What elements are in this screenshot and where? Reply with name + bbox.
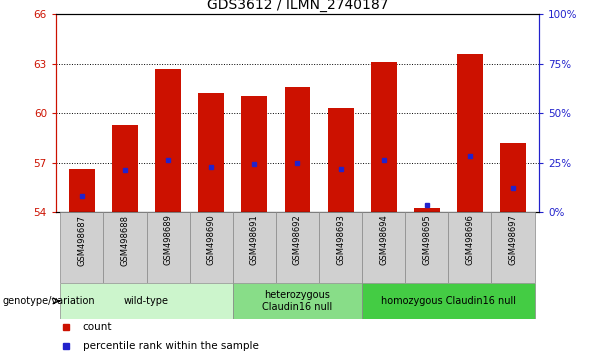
Text: GSM498692: GSM498692 [293, 215, 302, 265]
Bar [233, 212, 276, 283]
Bar [147, 212, 190, 283]
Text: GSM498688: GSM498688 [121, 215, 130, 266]
Bar [362, 212, 405, 283]
Text: GSM498695: GSM498695 [422, 215, 431, 265]
Text: GSM498697: GSM498697 [508, 215, 518, 266]
Bar [241, 96, 267, 212]
Bar [276, 212, 319, 283]
Bar [69, 170, 95, 212]
Text: genotype/variation: genotype/variation [3, 296, 95, 306]
Text: GSM498693: GSM498693 [336, 215, 345, 266]
Bar [319, 212, 362, 283]
Bar [233, 283, 362, 319]
Bar [112, 125, 138, 212]
Bar [370, 62, 396, 212]
Bar [155, 69, 181, 212]
Bar [457, 54, 483, 212]
Bar [414, 208, 440, 212]
Text: percentile rank within the sample: percentile rank within the sample [82, 341, 259, 351]
Text: count: count [82, 321, 112, 332]
Bar [60, 212, 104, 283]
Text: GSM498694: GSM498694 [379, 215, 388, 265]
Bar [448, 212, 491, 283]
Bar [491, 212, 535, 283]
Bar [284, 87, 310, 212]
Bar [362, 283, 535, 319]
Title: GDS3612 / ILMN_2740187: GDS3612 / ILMN_2740187 [207, 0, 388, 12]
Text: GSM498689: GSM498689 [164, 215, 173, 266]
Bar [190, 212, 233, 283]
Text: homozygous Claudin16 null: homozygous Claudin16 null [381, 296, 516, 306]
Bar [500, 143, 526, 212]
Bar [60, 283, 233, 319]
Bar [405, 212, 448, 283]
Text: GSM498691: GSM498691 [250, 215, 259, 265]
Bar [198, 93, 224, 212]
Text: wild-type: wild-type [124, 296, 169, 306]
Bar [104, 212, 147, 283]
Text: GSM498690: GSM498690 [207, 215, 216, 265]
Text: GSM498696: GSM498696 [465, 215, 474, 266]
Text: heterozygous
Claudin16 null: heterozygous Claudin16 null [262, 290, 333, 312]
Text: GSM498687: GSM498687 [77, 215, 87, 266]
Bar [327, 108, 353, 212]
